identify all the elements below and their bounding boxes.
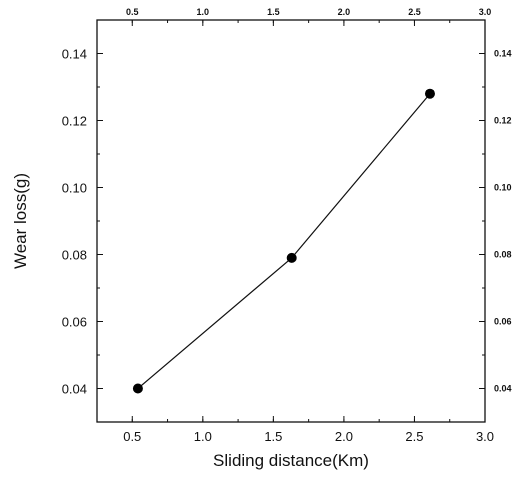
y-tick-label: 0.06 — [62, 315, 87, 330]
x-tick-label: 2.5 — [405, 429, 423, 444]
y-tick-label: 0.14 — [62, 47, 87, 62]
y-tick-label-right: 0.04 — [494, 384, 512, 394]
series-line — [137, 93, 431, 389]
x-tick-label-top: 1.0 — [197, 7, 210, 17]
x-tick-label-top: 2.0 — [338, 7, 351, 17]
data-point — [286, 252, 297, 263]
x-tick-label: 1.5 — [264, 429, 282, 444]
y-tick-label: 0.08 — [62, 248, 87, 263]
y-tick-label: 0.04 — [62, 382, 87, 397]
x-tick-label: 3.0 — [476, 429, 494, 444]
y-tick-label: 0.10 — [62, 181, 87, 196]
x-tick-label: 0.5 — [123, 429, 141, 444]
x-tick-label-top: 2.5 — [408, 7, 421, 17]
data-point — [132, 383, 143, 394]
plot-frame — [96, 19, 486, 423]
y-tick-label-right: 0.06 — [494, 317, 512, 327]
y-axis-title: Wear loss(g) — [11, 173, 30, 269]
y-tick-label-right: 0.14 — [494, 49, 512, 59]
x-tick-label: 2.0 — [335, 429, 353, 444]
axis-ticks: 0.5 0.5 1.0 1.0 1.5 1.5 2.0 2.0 2.5 2.5 3.0 3.0 0.04… — [62, 7, 512, 444]
x-tick-label-top: 0.5 — [126, 7, 139, 17]
data-series — [132, 88, 435, 394]
x-tick-label: 1.0 — [194, 429, 212, 444]
y-tick-label-right: 0.12 — [494, 116, 512, 126]
x-axis-title: Sliding distance(Km) — [213, 451, 369, 470]
y-tick-label-right: 0.10 — [494, 183, 512, 193]
data-point — [424, 88, 435, 99]
x-tick-label-top: 1.5 — [267, 7, 280, 17]
x-tick-label-top: 3.0 — [479, 7, 492, 17]
y-tick-label-right: 0.08 — [494, 250, 512, 260]
y-tick-label: 0.12 — [62, 114, 87, 129]
